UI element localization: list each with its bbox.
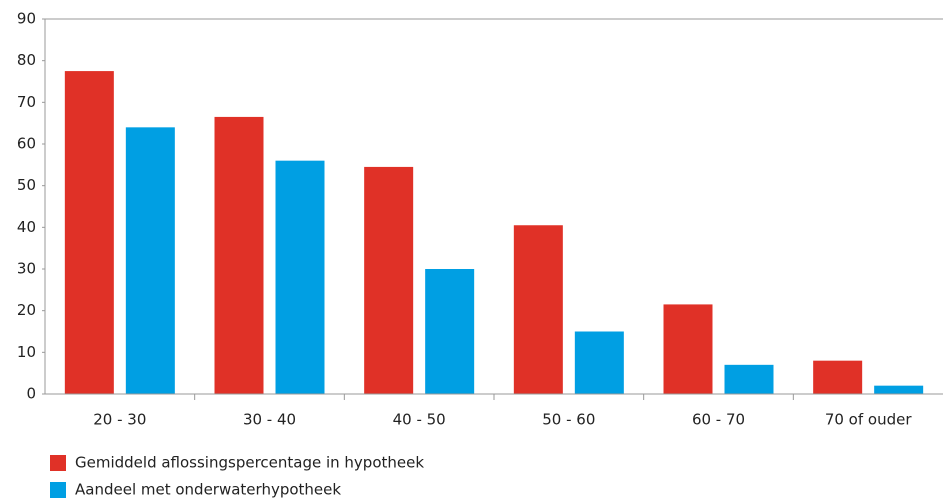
y-tick-label: 30: [17, 260, 36, 278]
legend-label: Aandeel met onderwaterhypotheek: [75, 481, 341, 499]
y-tick-label: 60: [17, 135, 36, 153]
legend-swatch: [50, 482, 66, 498]
y-tick-label: 20: [17, 301, 36, 319]
x-tick-label: 40 - 50: [393, 411, 446, 429]
y-tick-label: 80: [17, 51, 36, 69]
y-tick-label: 70: [17, 93, 36, 111]
bar: [64, 71, 114, 394]
y-tick-label: 10: [17, 343, 36, 361]
legend-swatch: [50, 455, 66, 471]
bar: [874, 385, 924, 394]
x-tick-label: 20 - 30: [93, 411, 146, 429]
bar: [275, 160, 325, 394]
bar: [214, 116, 264, 395]
bar: [513, 225, 563, 394]
x-tick-label: 30 - 40: [243, 411, 296, 429]
y-tick-label: 50: [17, 176, 36, 194]
legend-label: Gemiddeld aflossingspercentage in hypoth…: [75, 454, 424, 472]
bar: [125, 127, 175, 394]
bar: [425, 269, 475, 394]
y-tick-label: 40: [17, 218, 36, 236]
x-tick-label: 70 of ouder: [825, 411, 913, 429]
bar: [724, 364, 774, 394]
bar: [364, 166, 414, 394]
y-tick-label: 0: [26, 385, 36, 403]
x-tick-label: 50 - 60: [542, 411, 595, 429]
x-tick-label: 60 - 70: [692, 411, 745, 429]
y-tick-label: 90: [17, 10, 36, 28]
bar: [663, 304, 713, 394]
bar: [813, 360, 863, 394]
bar: [574, 331, 624, 394]
